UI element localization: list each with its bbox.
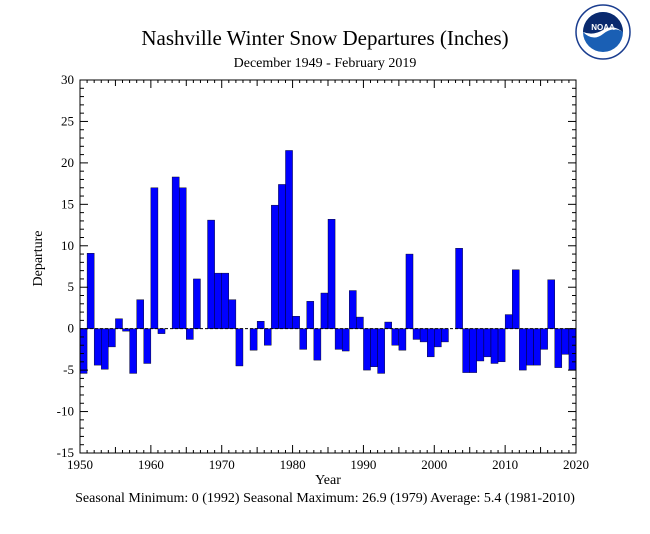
- y-tick-label: 0: [68, 321, 75, 336]
- y-tick-label: 25: [61, 113, 74, 128]
- bar-2018: [561, 328, 570, 355]
- bar-1997: [412, 328, 421, 340]
- bar-1984: [320, 292, 329, 329]
- stats-footer: Seasonal Minimum: 0 (1992) Seasonal Maxi…: [75, 491, 575, 506]
- bar-1965: [186, 328, 194, 340]
- bar-1975: [256, 321, 265, 329]
- bar-1986: [334, 328, 343, 350]
- y-tick-label: -5: [63, 362, 74, 377]
- bar-1990: [363, 328, 371, 371]
- bar-1952: [93, 328, 102, 366]
- bar-2011: [512, 269, 520, 329]
- bar-2013: [526, 328, 534, 366]
- bar-2015: [540, 328, 548, 350]
- bar-1974: [249, 328, 258, 351]
- bar-1950: [79, 328, 88, 374]
- bar-1964: [178, 187, 187, 329]
- x-tick-label: 1970: [209, 457, 235, 472]
- bar-2007: [483, 328, 492, 358]
- bar-2014: [533, 328, 541, 366]
- x-tick-label: 1980: [280, 457, 306, 472]
- chart-subtitle: December 1949 - February 2019: [233, 56, 417, 71]
- y-tick-label: 10: [61, 238, 74, 253]
- noaa-logo-icon: NOAA: [575, 4, 631, 60]
- bar-1991: [370, 328, 378, 367]
- x-tick-label: 1950: [67, 457, 93, 472]
- bar-1998: [419, 328, 428, 343]
- bar-1959: [143, 328, 152, 364]
- bar-1980: [292, 316, 300, 329]
- bar-1978: [278, 184, 286, 329]
- bar-1960: [150, 187, 159, 329]
- y-axis-label: Departure: [31, 231, 46, 287]
- bar-1969: [214, 272, 222, 329]
- bar-2004: [462, 328, 470, 373]
- y-tick-label: 30: [61, 72, 74, 87]
- bar-1995: [398, 328, 407, 351]
- bar-1971: [228, 299, 237, 329]
- bar-2001: [441, 328, 449, 343]
- bar-1987: [341, 328, 350, 352]
- bar-2016: [547, 279, 555, 329]
- bar-1976: [264, 328, 272, 346]
- y-tick-label: -15: [57, 445, 74, 460]
- bar-1992: [377, 328, 385, 374]
- x-tick-label: 1990: [350, 457, 376, 472]
- x-tick-label: 1960: [138, 457, 164, 472]
- bar-2009: [497, 328, 506, 363]
- bar-1955: [115, 318, 123, 329]
- y-tick-label: 20: [61, 155, 74, 170]
- y-tick-label: 15: [61, 196, 74, 211]
- bar-2006: [476, 328, 485, 362]
- bar-1981: [299, 328, 307, 350]
- bar-1982: [306, 301, 315, 329]
- bar-2010: [504, 314, 513, 329]
- x-tick-label: 2000: [421, 457, 447, 472]
- x-tick-label: 2020: [563, 457, 589, 472]
- bar-1970: [221, 272, 229, 329]
- bar-2012: [519, 328, 527, 371]
- bar-2000: [434, 328, 442, 348]
- bar-1958: [136, 299, 144, 329]
- bar-1983: [313, 328, 322, 361]
- y-tick-label: 5: [68, 279, 75, 294]
- bar-1966: [193, 278, 201, 329]
- bar-1954: [108, 328, 116, 348]
- bar-2003: [455, 248, 463, 329]
- bar-1961: [157, 328, 166, 334]
- bars-group: [79, 150, 577, 374]
- bar-2019: [568, 328, 577, 371]
- bar-2017: [554, 328, 563, 368]
- bar-1957: [129, 328, 137, 374]
- chart-title: Nashville Winter Snow Departures (Inches…: [141, 26, 509, 50]
- x-axis-label: Year: [315, 473, 341, 488]
- bar-1993: [384, 321, 392, 329]
- bar-1988: [349, 290, 357, 329]
- bar-1972: [235, 328, 244, 367]
- bar-1999: [427, 328, 435, 358]
- bar-1953: [101, 328, 109, 370]
- bar-1985: [327, 219, 336, 329]
- x-tick-label: 2010: [492, 457, 518, 472]
- bar-1951: [86, 253, 95, 329]
- bar-2005: [469, 328, 478, 373]
- bar-1989: [356, 316, 364, 329]
- axes-group: -15 -10 -5 0 5 10 15 20 25 30 1950 1960 1970 1980 1990…: [31, 72, 589, 488]
- bar-1996: [405, 253, 414, 329]
- bar-1968: [207, 219, 215, 329]
- bar-1979: [285, 150, 293, 329]
- noaa-logo-text: NOAA: [591, 23, 615, 32]
- bar-1977: [271, 204, 279, 329]
- bar-2008: [490, 328, 499, 364]
- bar-1963: [171, 176, 180, 329]
- y-tick-label: -10: [57, 404, 74, 419]
- bar-1994: [391, 328, 400, 346]
